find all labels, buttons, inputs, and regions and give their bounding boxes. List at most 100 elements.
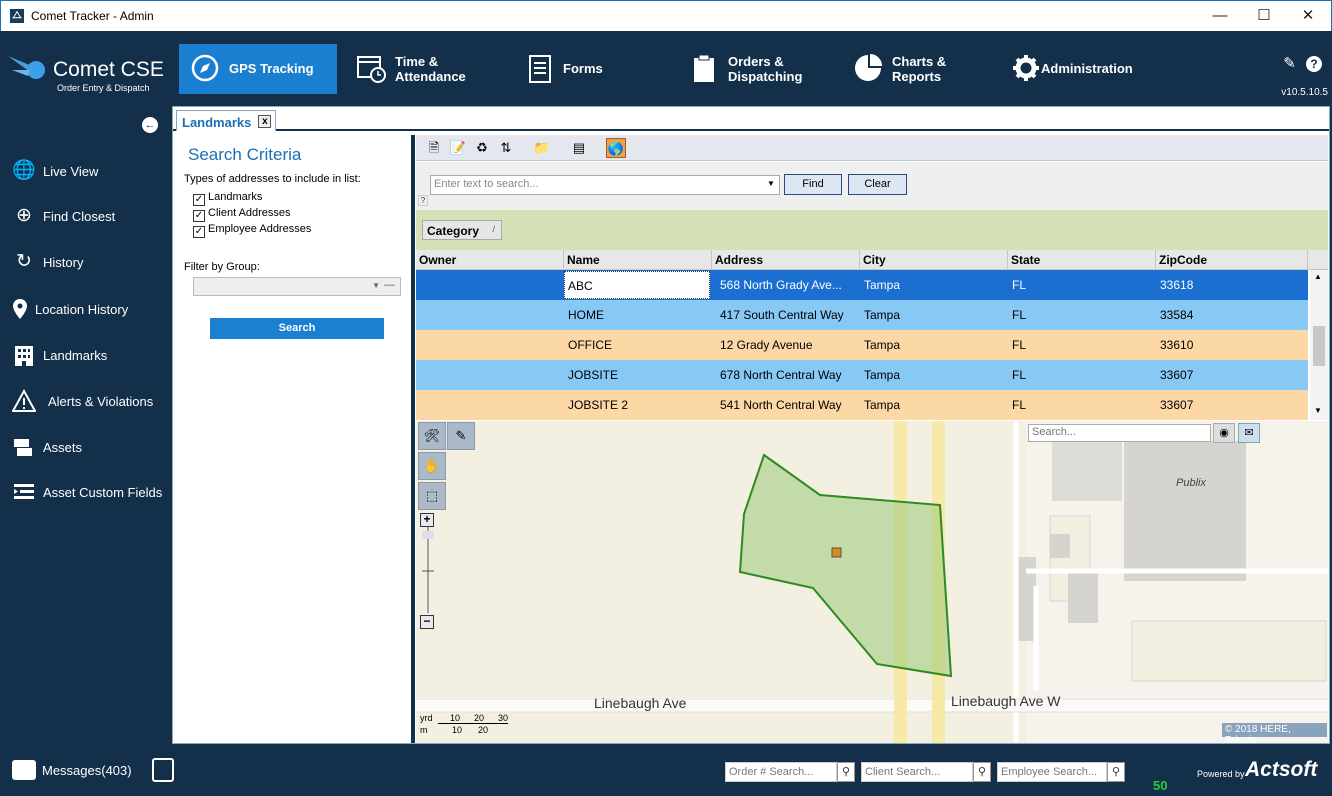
clear-select-icon[interactable]: — [384,279,395,291]
tab-strip: Landmarks x [173,107,1329,131]
help-icon[interactable]: ? [1306,56,1322,72]
nav-forms[interactable]: Forms [513,44,673,94]
close-tab-icon[interactable]: x [258,115,272,128]
checkbox-landmarks[interactable]: ✓ Landmarks [193,191,263,206]
messages-button[interactable]: Messages(403) [12,760,132,780]
column-header-name[interactable]: Name [564,250,712,270]
nav-time-attendance[interactable]: Time & Attendance [345,44,505,94]
checkbox-check-icon: ✓ [193,194,205,206]
footer-bar: Messages(403) Order # Search... ⚲ Client … [0,744,1332,796]
nav-label: Charts & [892,54,947,69]
nav-administration[interactable]: Administration [1000,44,1170,94]
table-cell-name: JOBSITE [568,368,619,382]
zoom-out-button[interactable]: − [420,615,434,629]
table-cell-name: HOME [568,308,604,322]
search-icon[interactable]: ⚲ [837,762,855,782]
nav-gps-tracking[interactable]: GPS Tracking [179,44,337,94]
delete-icon[interactable]: ♻ [476,140,488,155]
history-icon: ↻ [16,251,32,272]
panel-splitter[interactable] [411,135,415,743]
table-row[interactable]: OFFICE 12 Grady Avenue Tampa FL 33610 [416,330,1308,360]
zoom-in-button[interactable]: + [420,513,434,527]
map-message-icon[interactable]: ✉ [1238,423,1260,443]
nav-label: GPS Tracking [229,61,314,76]
checkbox-check-icon: ✓ [193,226,205,238]
notes-icon[interactable]: ✎ [1283,55,1296,72]
nav-label: Reports [892,69,942,84]
crosshair-icon: ⊕ [16,205,32,226]
help-small-icon[interactable]: ? [418,195,428,206]
sidebar-item-assets[interactable]: Assets [12,432,172,462]
nav-label: Orders & [728,54,784,69]
refresh-icon[interactable]: ⇅ [500,140,512,155]
table-cell-address: 678 North Central Way [720,368,842,382]
map-copyright: © 2018 HERE, Telogis [1222,723,1327,743]
sidebar-item-live-view[interactable]: 🌐 Live View [12,156,172,186]
search-icon[interactable]: ⚲ [1107,762,1125,782]
map-globe-icon[interactable]: 🌎 [606,138,626,158]
employee-search-input[interactable]: Employee Search... ⚲ [997,762,1125,782]
table-row[interactable]: JOBSITE 2 541 North Central Way Tampa FL 336… [416,390,1308,420]
grid-search-input[interactable]: Enter text to search... [430,175,780,195]
order-search-input[interactable]: Order # Search... ⚲ [725,762,855,782]
minimize-button[interactable]: — [1212,7,1228,24]
select-area-icon[interactable]: ⬚ [418,482,446,510]
table-row[interactable]: HOME 417 South Central Way Tampa FL 33584 [416,300,1308,330]
checkbox-client-addresses[interactable]: ✓ Client Addresses [193,207,291,222]
client-search-input[interactable]: Client Search... ⚲ [861,762,991,782]
group-select[interactable]: ▼ — [193,277,401,296]
sidebar-item-asset-custom-fields[interactable]: Asset Custom Fields [12,477,172,507]
find-button[interactable]: Find [784,174,842,195]
nav-label: Time & [395,54,439,69]
close-window-button[interactable]: ✕ [1301,7,1315,24]
list-icon [14,484,34,499]
window-title: Comet Tracker - Admin [31,9,154,23]
search-button[interactable]: Search [210,318,384,339]
scroll-up-icon[interactable]: ▲ [1314,272,1322,281]
nav-charts-reports[interactable]: Charts & Reports [842,44,1002,94]
search-criteria-title: Search Criteria [188,145,302,164]
grid-scrollbar[interactable]: ▲ ▼ [1310,270,1328,420]
building-icon [15,346,33,366]
new-document-icon[interactable]: 🗎 [428,140,440,155]
map-measure-icon[interactable]: ✎ [447,422,475,450]
sidebar-item-alerts-violations[interactable]: Alerts & Violations [12,386,172,416]
column-header-zipcode[interactable]: ZipCode [1156,250,1308,270]
sidebar-item-history[interactable]: ↻ History [12,247,172,277]
sidebar-item-location-history[interactable]: Location History [12,294,172,324]
clear-button[interactable]: Clear [848,174,907,195]
map-view[interactable]: 🛠 ✎ ✋ ⬚ + − Search... ◉ ✉ Linebaugh Ave … [416,421,1328,743]
sidebar-item-find-closest[interactable]: ⊕ Find Closest [12,201,172,231]
columns-icon[interactable]: ▤ [572,140,586,155]
copy-icon[interactable] [152,758,174,782]
map-search-icon[interactable]: ◉ [1213,423,1235,443]
collapse-sidebar-icon[interactable]: ← [142,117,158,133]
sidebar-item-landmarks[interactable]: Landmarks [12,340,172,370]
folder-icon[interactable]: 📁 [533,140,551,155]
column-header-address[interactable]: Address [712,250,860,270]
tab-landmarks[interactable]: Landmarks x [176,110,277,131]
chevron-down-icon[interactable]: ▼ [767,179,775,188]
column-header-city[interactable]: City [860,250,1008,270]
column-header-state[interactable]: State [1008,250,1156,270]
pan-hand-icon[interactable]: ✋ [418,452,446,480]
checkbox-employee-addresses[interactable]: ✓ Employee Addresses [193,223,312,238]
form-icon [529,55,551,83]
column-header-owner[interactable]: Owner [416,250,564,270]
clipboard-icon [694,54,714,82]
map-layer-icon[interactable]: 🛠 [418,422,446,450]
pie-chart-icon [855,54,882,81]
table-row[interactable]: JOBSITE 678 North Central Way Tampa FL 33607 [416,360,1308,390]
map-search-input[interactable]: Search... [1028,424,1211,442]
scroll-down-icon[interactable]: ▼ [1314,406,1322,415]
search-icon[interactable]: ⚲ [973,762,991,782]
nav-orders-dispatching[interactable]: Orders & Dispatching [678,44,838,94]
group-chip-category[interactable]: Category / [422,220,502,240]
sidebar-item-label: Landmarks [43,348,108,363]
maximize-button[interactable]: ☐ [1257,7,1271,24]
nav-label: Dispatching [728,69,803,84]
scroll-thumb[interactable] [1313,326,1325,366]
table-row[interactable]: ABC 568 North Grady Ave... Tampa FL 33618 [416,270,1308,300]
edit-document-icon[interactable]: 📝 [449,140,467,155]
